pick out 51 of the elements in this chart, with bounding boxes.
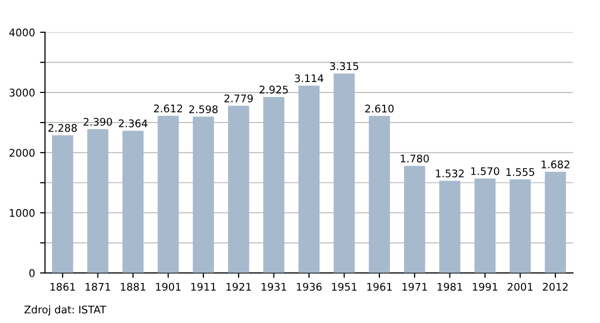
y-tick-label: 3000 [10,88,35,97]
x-tick-label: 1991 [472,282,498,291]
x-tick-label: 1881 [120,282,146,291]
x-tick-label: 1936 [296,282,322,291]
bar [439,180,460,273]
bar [192,116,214,273]
data-label: 1.780 [400,154,429,162]
data-label: 3.114 [294,74,324,82]
bar [368,116,390,273]
bar [474,178,496,273]
data-label: 2.612 [154,104,182,112]
bar [87,129,108,273]
x-tick-label: 1921 [226,282,251,291]
x-tick-label: 1971 [402,282,427,291]
bar [544,172,566,273]
data-label: 2.779 [224,94,253,102]
data-label: 2.288 [48,124,77,132]
x-tick-label: 2012 [542,282,568,291]
data-label: 1.682 [542,160,570,168]
y-tick-label: 1000 [10,209,35,217]
data-label: 2.390 [84,118,112,126]
data-label: 1.532 [436,169,464,178]
x-tick-label: 1911 [191,282,216,291]
bar [228,106,250,273]
bar [334,74,355,273]
data-label: 2.598 [189,105,218,114]
data-label: 1.570 [471,167,500,176]
data-label: 2.364 [118,119,148,128]
x-tick-label: 1861 [50,282,75,291]
bar [158,116,179,273]
x-tick-label: 2001 [508,282,532,291]
data-label: 2.925 [260,86,288,94]
y-tick-label: 4000 [9,28,35,36]
x-tick-label: 1961 [367,282,392,291]
bar [263,96,284,273]
data-label: 2.610 [365,104,394,113]
data-label: 1.555 [506,168,534,176]
x-tick-label: 1901 [156,282,180,291]
x-tick-label: 1931 [262,282,286,291]
y-tick-label: 0 [29,269,35,278]
bar [404,166,426,273]
x-tick-label: 1951 [332,282,356,291]
x-tick-label: 1981 [438,282,462,291]
x-tick-label: 1871 [86,282,110,291]
bar [52,135,74,273]
y-tick-label: 2000 [10,148,35,157]
bar [298,86,320,273]
data-label: 3.315 [330,62,358,70]
bar [510,179,531,273]
text: Zdroj dat: ISTAT [24,305,106,316]
bar [122,130,144,273]
